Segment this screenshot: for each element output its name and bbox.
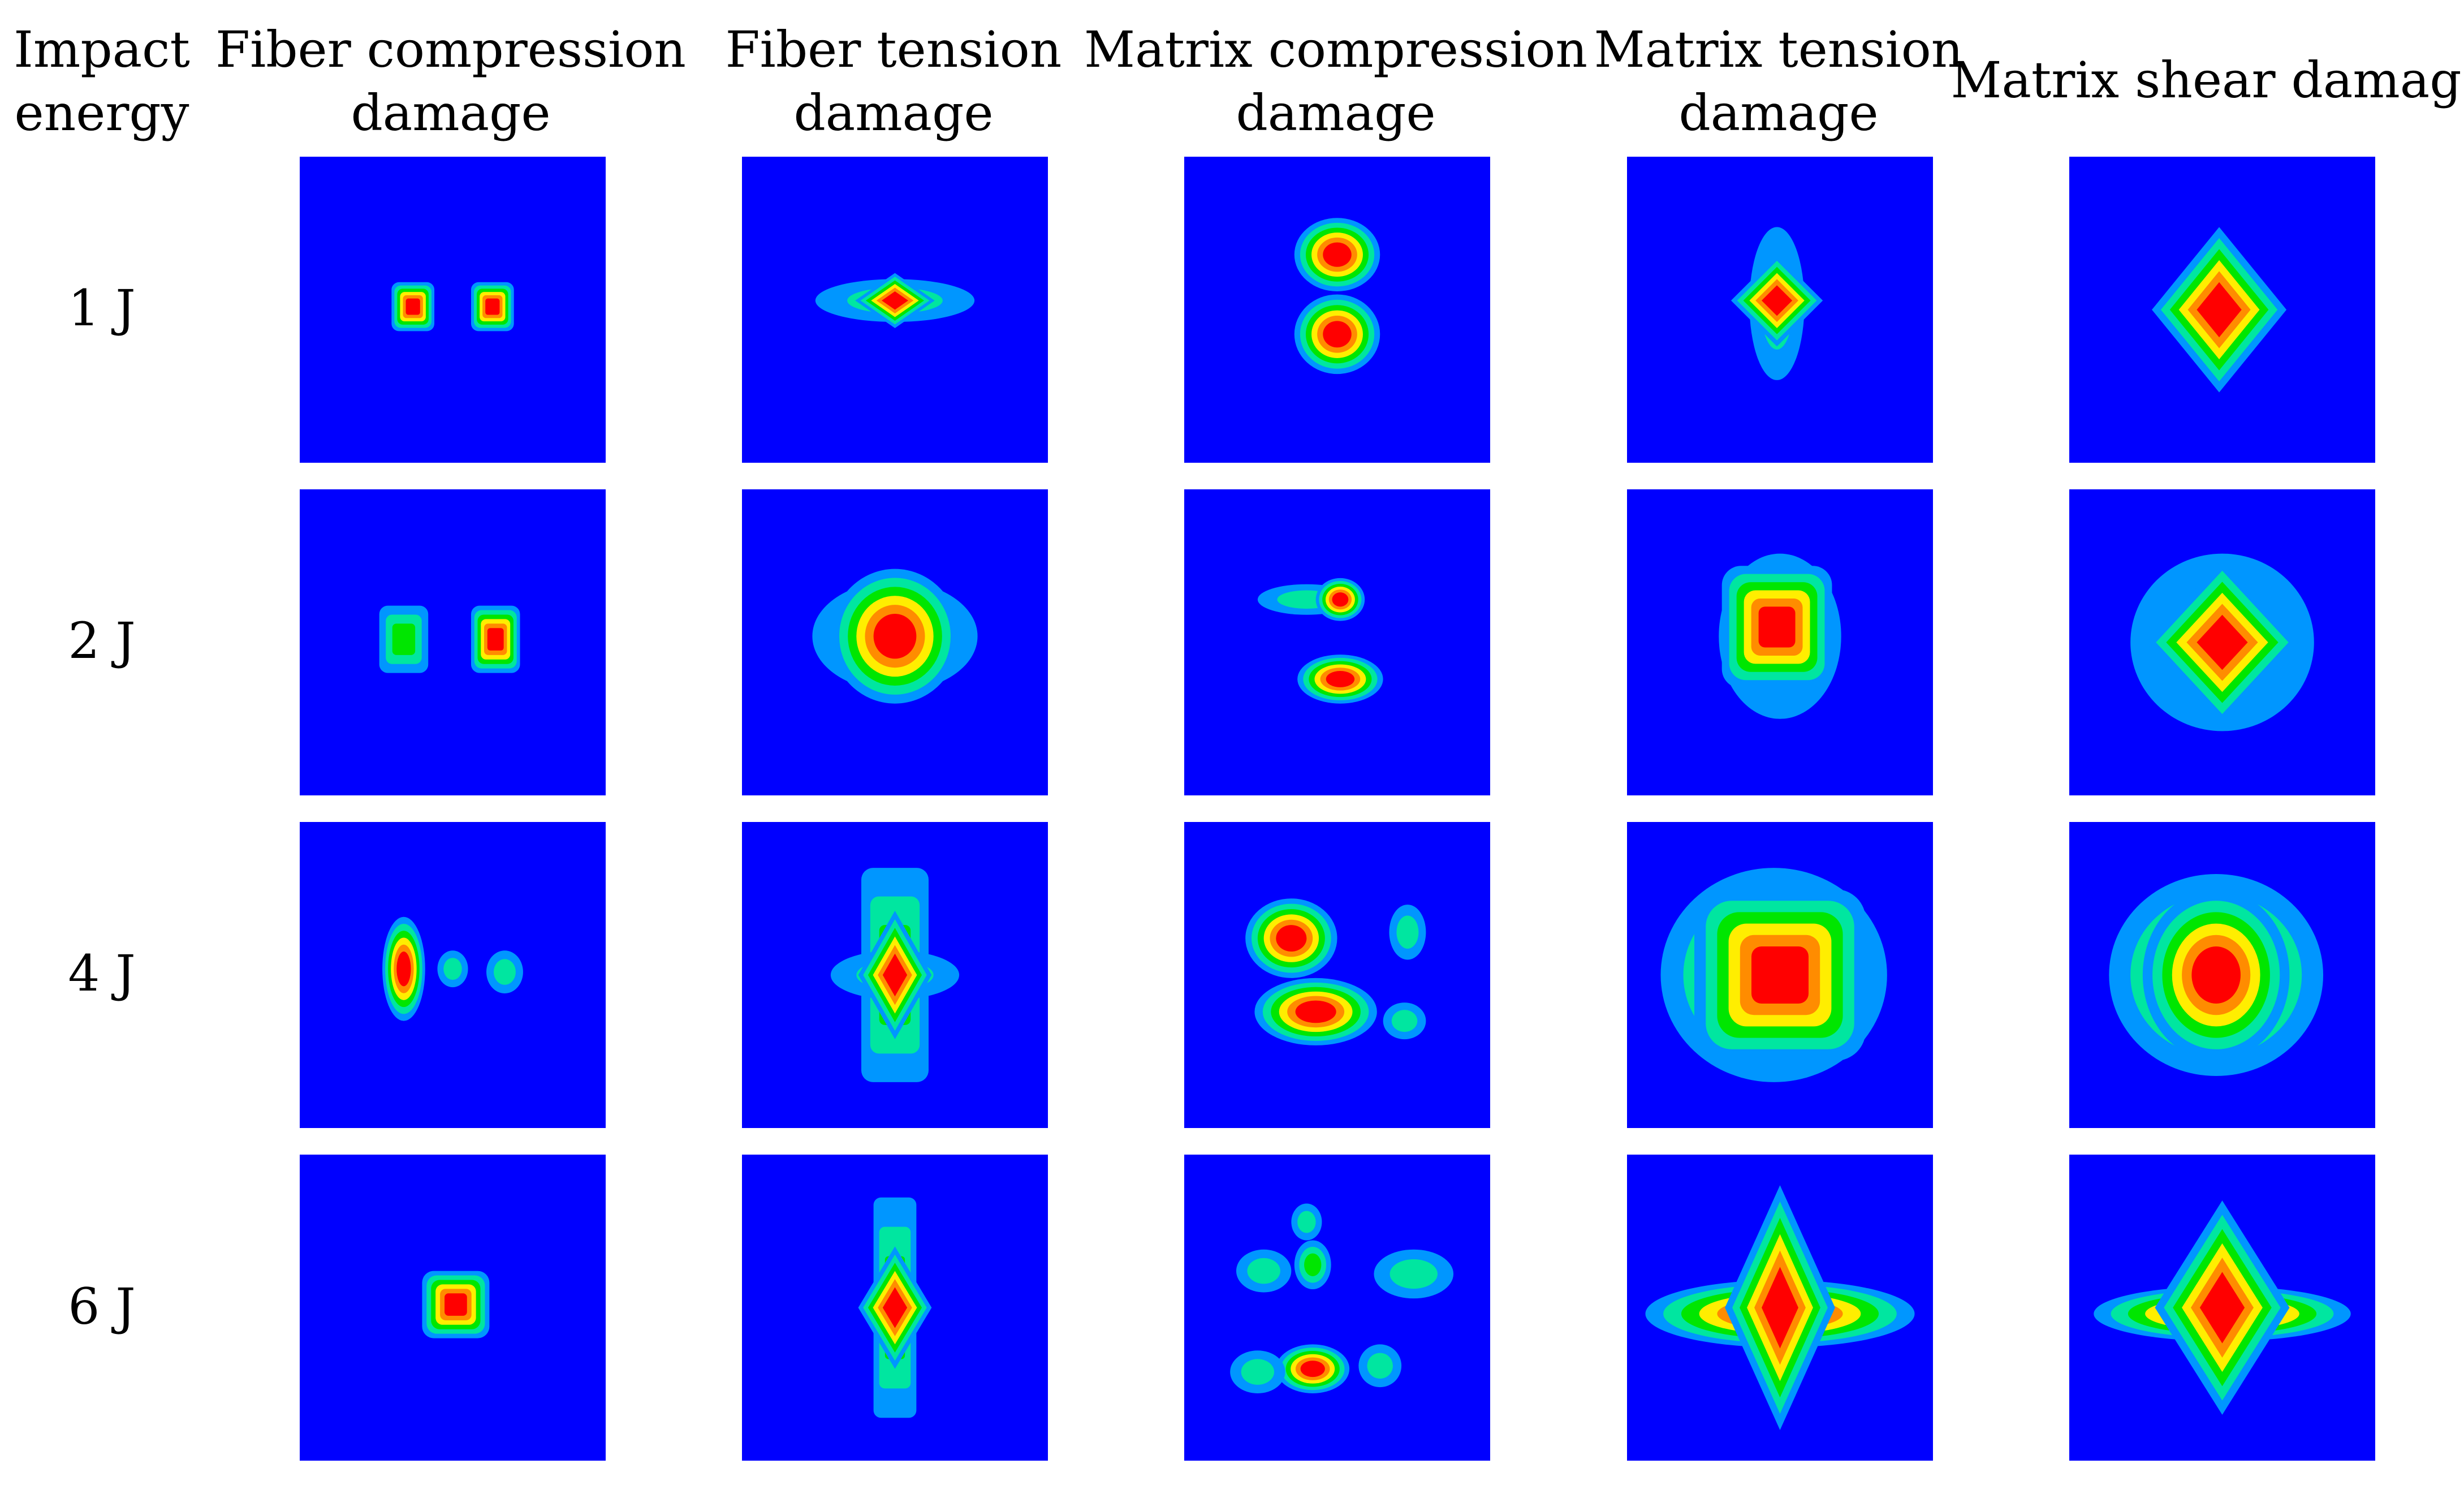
row-labels: 1 J 2 J 4 J 6 J	[68, 279, 135, 1336]
row-label-0: 1 J	[68, 279, 135, 337]
contour-level-2	[1247, 1258, 1280, 1284]
contour-panel-r2-c2	[1184, 822, 1490, 1128]
column-header-1-line1: Fiber tension	[726, 20, 1062, 79]
contour-level-6	[1759, 606, 1796, 647]
contour-panel-r0-c3	[1627, 157, 1933, 463]
contour-level-2	[1390, 1259, 1438, 1289]
contour-grid	[300, 157, 2375, 1461]
contour-panel-r2-c3	[1627, 822, 1933, 1128]
contour-level-2	[1241, 1359, 1274, 1384]
damage-contour-figure: Impact energy Fiber compression damage F…	[0, 0, 2464, 1498]
contour-level-2	[1297, 1211, 1315, 1233]
contour-panel-r0-c0	[300, 157, 606, 463]
contour-panel-r0-c2	[1184, 157, 1490, 463]
contour-level-2	[1367, 1353, 1393, 1379]
column-headers: Fiber compression damage Fiber tension d…	[215, 20, 2464, 142]
contour-panel-r3-c4	[2069, 1155, 2375, 1461]
row-label-1: 2 J	[68, 612, 135, 670]
contour-panel-r1-c3	[1627, 489, 1933, 795]
contour-level-2	[1396, 916, 1418, 949]
contour-panel-r3-c2	[1184, 1155, 1490, 1461]
contour-panel-r0-c1	[742, 157, 1048, 463]
contour-level-6	[874, 614, 917, 658]
row-label-3: 6 J	[68, 1277, 135, 1336]
column-header-3-line2: damage	[1678, 84, 1878, 142]
panel-background	[1184, 1155, 1490, 1461]
column-header-3-line1: Matrix tension	[1594, 20, 1964, 79]
contour-level-6	[1296, 1001, 1336, 1023]
contour-panel-r3-c0	[300, 1155, 606, 1461]
contour-panel-r2-c1	[742, 822, 1048, 1128]
contour-level-6	[1323, 321, 1351, 347]
contour-level-6	[487, 628, 504, 651]
panel-background	[1184, 489, 1490, 795]
contour-level-6	[396, 952, 411, 986]
contour-panel-r1-c1	[742, 489, 1048, 795]
contour-level-6	[2191, 946, 2241, 1004]
corner-header: Impact energy	[14, 20, 190, 142]
contour-level-6	[445, 1293, 467, 1316]
contour-level-2	[494, 959, 516, 984]
contour-level-6	[1323, 242, 1351, 266]
contour-panel-r0-c4	[2069, 157, 2375, 463]
column-header-0-line2: damage	[351, 84, 550, 142]
column-header-2-line2: damage	[1236, 84, 1435, 142]
contour-level-6	[1301, 1361, 1325, 1377]
corner-header-line2: energy	[15, 84, 189, 142]
contour-panel-r3-c3	[1627, 1155, 1933, 1461]
contour-panel-r2-c0	[300, 822, 606, 1128]
contour-panel-r1-c4	[2069, 489, 2375, 795]
contour-level-6	[1276, 925, 1306, 952]
contour-level-3	[392, 623, 415, 655]
contour-level-3	[1304, 1254, 1321, 1276]
contour-panel-r1-c0	[300, 489, 606, 795]
contour-panel-r1-c2	[1184, 489, 1490, 795]
column-header-4-line1: Matrix shear damage	[1951, 51, 2464, 109]
contour-level-6	[1751, 946, 1809, 1004]
corner-header-line1: Impact	[14, 20, 190, 79]
contour-panel-r3-c1	[742, 1155, 1048, 1461]
contour-level-2	[1392, 1010, 1417, 1032]
contour-level-6	[485, 299, 499, 315]
contour-panel-r2-c4	[2069, 822, 2375, 1128]
panel-background	[300, 157, 606, 463]
contour-level-6	[1332, 592, 1348, 606]
column-header-1-line2: damage	[793, 84, 993, 142]
contour-level-6	[406, 299, 420, 315]
row-label-2: 4 J	[68, 944, 135, 1002]
contour-level-6	[1326, 671, 1354, 687]
panel-background	[1184, 822, 1490, 1128]
panel-background	[300, 489, 606, 795]
column-header-0-line1: Fiber compression	[215, 20, 686, 79]
column-header-2-line1: Matrix compression	[1084, 20, 1587, 79]
contour-level-2	[443, 958, 461, 980]
